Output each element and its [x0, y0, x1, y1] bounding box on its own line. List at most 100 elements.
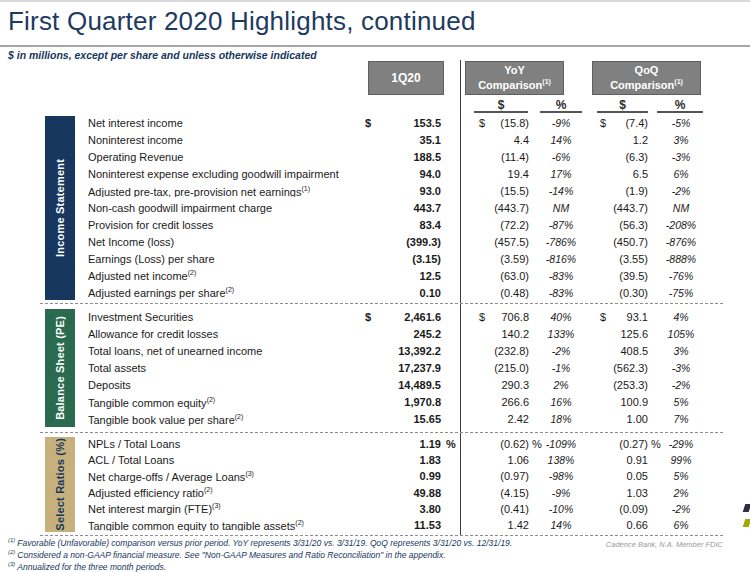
table-row: Total loans, net of unearned income13,39…: [75, 342, 723, 359]
table-row: Deposits14,489.5290.32%(253.3)-2%: [75, 377, 723, 394]
row-label: Investment Securities: [75, 311, 365, 323]
qoq-dollar-change: 6.5: [606, 168, 648, 180]
qoq-dollar-change: (0.09): [606, 503, 648, 515]
row-label: NPLs / Total Loans: [75, 438, 365, 450]
yoy-percent-change: 14%: [542, 134, 580, 146]
footnote-marker: (1): [301, 185, 310, 192]
qoq-percent-change: NM: [661, 202, 701, 214]
section-select-ratios: Select Ratios (%) NPLs / Total Loans1.19…: [45, 436, 723, 533]
qoq-percent-change: 2%: [661, 487, 701, 499]
qoq-percent-change: -888%: [661, 253, 701, 265]
q1-value: 1,970.8: [379, 396, 441, 408]
table-row: Adjusted net income(2)12.5(63.0)-83%(39.…: [75, 267, 723, 284]
yoy-dollar-change: (15.5): [485, 185, 529, 197]
yoy-percent-change: -9%: [542, 487, 580, 499]
section-label-income-statement: Income Statement: [45, 116, 75, 300]
slide: First Quarter 2020 Highlights, continued…: [0, 0, 750, 572]
table-row: Net Income (loss)(399.3)(457.5)-786%(450…: [75, 233, 723, 250]
qoq-percent-change: -3%: [661, 151, 701, 163]
qoq-percent-change: 7%: [661, 413, 701, 425]
row-label: Net charge-offs / Average Loans(3): [75, 470, 365, 483]
qoq-dollar-change: (39.5): [606, 270, 648, 282]
table-row: Net interest income$153.5$(15.8)-9%$(7.4…: [75, 115, 723, 132]
column-header-qoq-comparison: QoQ Comparison(1): [592, 61, 701, 95]
qoq-percent-change: 105%: [661, 328, 701, 340]
qoq-dollar-change: (1.9): [606, 185, 648, 197]
yoy-percent-change: -83%: [542, 270, 580, 282]
yoy-percent-change: -9%: [542, 117, 580, 129]
qoq-dollar-change: (450.7): [606, 236, 648, 248]
yoy-percent-change: 2%: [542, 379, 580, 391]
table-row: Net charge-offs / Average Loans(3)0.99(0…: [75, 468, 723, 484]
qoq-percent-sign: %: [648, 438, 661, 450]
yoy-dollar-change: 140.2: [485, 328, 529, 340]
logo-mark-icon: [743, 504, 750, 512]
qoq-percent-change: 3%: [661, 345, 701, 357]
qoq-percent-column-header: %: [657, 98, 703, 113]
table-bottom-rule: [40, 535, 723, 536]
yoy-dollar-change: 706.8: [485, 311, 529, 323]
yoy-dollar-change: (72.2): [485, 219, 529, 231]
yoy-dollar-change: (4.15): [485, 487, 529, 499]
table-row: Allowance for credit losses245.2140.2133…: [75, 325, 723, 342]
section-label-select-ratios: Select Ratios (%): [45, 437, 75, 532]
balance-sheet-rows: Investment Securities$2,461.6$706.840%$9…: [75, 308, 723, 428]
q1-value: 49.88: [379, 487, 441, 499]
qoq-dollar-change: (562.3): [606, 362, 648, 374]
yoy-percent-change: -786%: [542, 236, 580, 248]
yoy-percent-change: 40%: [542, 311, 580, 323]
q1-value: 0.10: [379, 287, 441, 299]
yoy-title: YoY: [504, 64, 525, 78]
qoq-percent-change: 3%: [661, 134, 701, 146]
row-label: Noninterest income: [75, 134, 365, 146]
qoq-percent-change: -2%: [661, 185, 701, 197]
qoq-dollar-change: 93.1: [606, 311, 648, 323]
footnote-marker: (2): [295, 519, 304, 526]
qoq-percent-change: 6%: [661, 168, 701, 180]
row-label: Net interest margin (FTE)(3): [75, 502, 365, 515]
q1-value: 2,461.6: [379, 311, 441, 323]
qoq-percent-change: -5%: [661, 117, 701, 129]
qoq-percent-change: -876%: [661, 236, 701, 248]
section-divider: [40, 303, 723, 304]
yoy-percent-change: 16%: [542, 396, 580, 408]
qoq-dollar-change: 0.05: [606, 470, 648, 482]
yoy-dollar-change: (232.8): [485, 345, 529, 357]
row-label: Tangible book value per share(2): [75, 413, 365, 426]
table-row: Net interest margin (FTE)(3)3.80(0.41)-1…: [75, 501, 723, 517]
yoy-dollar-change: (0.41): [485, 503, 529, 515]
q1-dollar-sign: $: [365, 311, 379, 323]
q1-dollar-sign: $: [365, 117, 379, 129]
yoy-subtitle: Comparison(1): [478, 78, 551, 92]
q1-value: 443.7: [379, 202, 441, 214]
table-row: Total assets17,237.9(215.0)-1%(562.3)-3%: [75, 359, 723, 376]
qoq-dollar-column-header: $: [597, 98, 648, 113]
table-row: Tangible book value per share(2)15.652.4…: [75, 411, 723, 428]
footnote-marker: (2): [188, 269, 197, 276]
qoq-footnote-marker: (1): [674, 78, 683, 85]
row-label: Adjusted net income(2): [75, 269, 365, 282]
qoq-dollar-change: 1.00: [606, 413, 648, 425]
footnotes: (1)Favorable (Unfavorable) comparison ve…: [8, 537, 512, 572]
yoy-percent-change: -14%: [542, 185, 580, 197]
q1-value: 0.99: [379, 470, 441, 482]
yoy-dollar-sign: $: [459, 117, 485, 129]
qoq-percent-change: -3%: [661, 362, 701, 374]
row-label: Earnings (Loss) per share: [75, 253, 365, 265]
units-note: $ in millions, except per share and unle…: [8, 49, 317, 61]
yoy-percent-change: -87%: [542, 219, 580, 231]
qoq-title: QoQ: [635, 64, 659, 78]
qoq-percent-change: -208%: [661, 219, 701, 231]
table-row: Investment Securities$2,461.6$706.840%$9…: [75, 308, 723, 325]
footnote-marker: (3): [212, 502, 221, 509]
q1-value: 35.1: [379, 134, 441, 146]
yoy-dollar-change: (457.5): [485, 236, 529, 248]
table-row: Adjusted pre-tax, pre-provision net earn…: [75, 183, 723, 200]
q1-value: 11.53: [379, 519, 441, 531]
qoq-dollar-change: (0.30): [606, 287, 648, 299]
section-divider: [40, 432, 723, 433]
row-label: Adjusted earnings per share(2): [75, 286, 365, 299]
row-label: Tangible common equity(2): [75, 396, 365, 409]
yoy-percent-change: NM: [542, 202, 580, 214]
q1-value: 12.5: [379, 270, 441, 282]
